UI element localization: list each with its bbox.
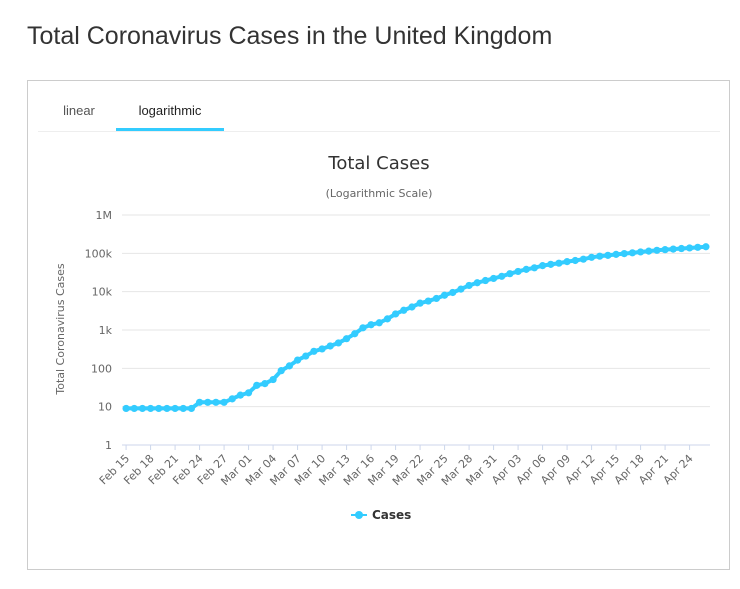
data-point bbox=[269, 375, 277, 384]
data-point bbox=[636, 248, 645, 256]
data-point bbox=[669, 245, 677, 253]
data-point bbox=[563, 258, 571, 266]
page-title: Total Coronavirus Cases in the United Ki… bbox=[27, 22, 553, 50]
grid-lines bbox=[122, 214, 710, 408]
chart-subtitle: (Logarithmic Scale) bbox=[326, 187, 433, 200]
data-point bbox=[130, 404, 138, 413]
data-point bbox=[261, 379, 269, 388]
data-point bbox=[220, 398, 228, 406]
chart-title: Total Cases bbox=[327, 153, 429, 174]
data-point bbox=[244, 389, 253, 397]
data-point bbox=[179, 404, 187, 413]
y-tick-label: 1k bbox=[99, 324, 113, 337]
data-point bbox=[530, 264, 539, 272]
data-point bbox=[465, 281, 473, 290]
y-tick-label: 1M bbox=[96, 209, 113, 222]
data-point bbox=[367, 321, 375, 329]
data-point bbox=[481, 276, 490, 285]
y-axis-ticks: 1 10 100 1k 10k 100k 1M bbox=[85, 209, 113, 452]
data-point bbox=[489, 274, 498, 283]
data-point bbox=[163, 404, 171, 413]
data-point bbox=[155, 404, 163, 413]
y-tick-label: 10 bbox=[98, 401, 112, 414]
data-point bbox=[253, 381, 261, 389]
data-point bbox=[138, 404, 147, 413]
data-point bbox=[587, 253, 596, 261]
data-point bbox=[204, 398, 212, 406]
data-point bbox=[579, 255, 588, 263]
data-point bbox=[506, 270, 514, 278]
data-point bbox=[302, 352, 310, 360]
data-point bbox=[187, 404, 196, 413]
y-axis-label: Total Coronavirus Cases bbox=[54, 263, 67, 396]
data-point bbox=[604, 251, 612, 259]
data-point bbox=[612, 250, 620, 258]
data-point bbox=[571, 256, 579, 265]
data-point bbox=[391, 310, 400, 318]
data-point bbox=[310, 347, 318, 355]
data-point bbox=[677, 244, 686, 253]
data-point bbox=[702, 243, 710, 251]
data-point bbox=[293, 356, 302, 364]
data-point bbox=[375, 319, 383, 327]
data-point bbox=[694, 243, 702, 251]
data-point bbox=[359, 324, 367, 332]
data-point bbox=[326, 342, 334, 350]
data-point bbox=[122, 404, 130, 413]
data-point bbox=[277, 367, 285, 375]
data-point bbox=[318, 345, 326, 353]
legend[interactable]: Cases bbox=[351, 508, 411, 522]
data-point bbox=[555, 259, 563, 267]
y-tick-label: 100 bbox=[91, 362, 112, 375]
data-point bbox=[473, 279, 481, 287]
data-point bbox=[334, 339, 343, 347]
data-point bbox=[171, 404, 179, 413]
data-point bbox=[195, 398, 204, 406]
data-point bbox=[424, 297, 432, 305]
data-point bbox=[596, 252, 604, 260]
y-tick-label: 1 bbox=[105, 439, 112, 452]
tab-logarithmic[interactable]: logarithmic bbox=[116, 99, 224, 131]
legend-marker bbox=[355, 511, 363, 519]
scale-tabs: linear logarithmic bbox=[38, 99, 720, 132]
data-point bbox=[653, 246, 661, 254]
y-tick-label: 100k bbox=[85, 247, 113, 260]
chart-svg: Total Cases (Logarithmic Scale) Total Co… bbox=[54, 153, 710, 522]
data-point bbox=[351, 330, 359, 338]
data-point bbox=[236, 391, 245, 399]
data-point bbox=[628, 249, 637, 257]
data-point bbox=[661, 246, 669, 254]
data-point bbox=[285, 362, 294, 370]
y-tick-label: 10k bbox=[92, 286, 113, 299]
tab-linear[interactable]: linear bbox=[63, 103, 95, 118]
data-point bbox=[514, 267, 522, 276]
legend-label: Cases bbox=[372, 508, 411, 522]
data-point bbox=[212, 398, 220, 406]
data-point bbox=[383, 315, 392, 323]
data-point bbox=[449, 288, 457, 297]
data-point bbox=[342, 335, 351, 343]
data-point bbox=[416, 299, 424, 307]
data-point bbox=[408, 303, 416, 311]
data-point bbox=[645, 247, 653, 255]
chart-card: linear logarithmic Total Cases (Logarith… bbox=[27, 80, 730, 570]
data-point bbox=[620, 249, 628, 258]
series-cases bbox=[122, 243, 710, 413]
data-point bbox=[547, 260, 555, 268]
series-line bbox=[126, 244, 707, 411]
data-point bbox=[498, 272, 506, 280]
data-point bbox=[457, 285, 465, 293]
data-point bbox=[432, 294, 441, 303]
data-point bbox=[685, 244, 694, 252]
data-point bbox=[538, 262, 547, 270]
data-point bbox=[440, 291, 449, 299]
data-point bbox=[400, 306, 408, 314]
data-point bbox=[522, 265, 530, 273]
data-point bbox=[228, 395, 236, 403]
data-point bbox=[146, 404, 155, 413]
